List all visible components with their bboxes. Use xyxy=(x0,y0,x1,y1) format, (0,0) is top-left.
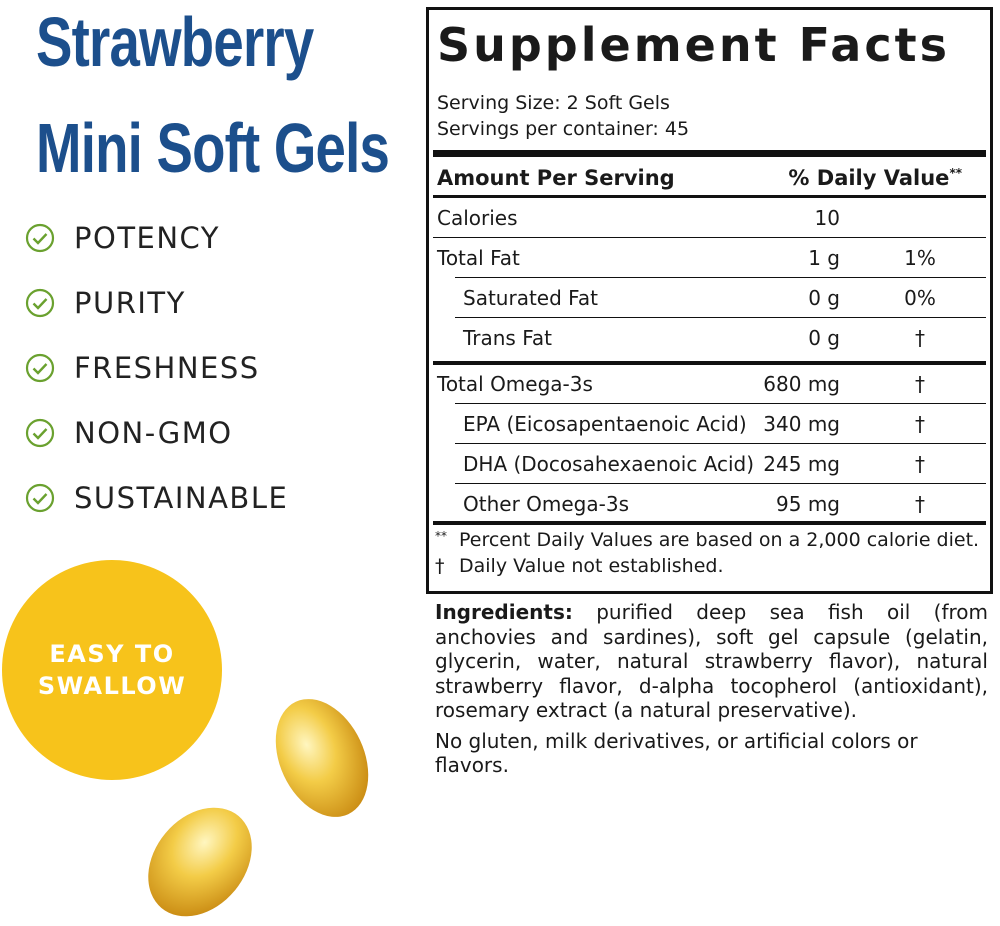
header-dv: % Daily Value** xyxy=(788,166,962,190)
badge-text: EASY TO xyxy=(49,640,175,668)
nutrient: DHA (Docosahexaenoic Acid) xyxy=(463,452,755,476)
check-icon xyxy=(25,288,55,318)
facts-row: Total Fat 1 g 1% xyxy=(433,237,986,277)
nutrient: Trans Fat xyxy=(463,326,552,350)
badge: EASY TO SWALLOW xyxy=(2,560,222,780)
facts-title: Supplement Facts xyxy=(437,18,950,72)
amount: 0 g xyxy=(808,286,840,310)
daily-value: † xyxy=(915,372,925,396)
amount: 95 mg xyxy=(776,492,840,516)
facts-row: Calories 10 xyxy=(433,197,986,237)
nutrient: EPA (Eicosapentaenoic Acid) xyxy=(463,412,747,436)
amount: 680 mg xyxy=(763,372,840,396)
rule xyxy=(433,237,986,238)
check-icon xyxy=(25,223,55,253)
footnote-mark: ** xyxy=(435,529,447,543)
rule xyxy=(433,195,986,198)
facts-row: Other Omega-3s 95 mg † xyxy=(433,483,986,523)
nutrient: Total Omega-3s xyxy=(437,372,593,396)
header-amount: Amount Per Serving xyxy=(437,166,675,190)
feature-text: PURITY xyxy=(74,286,186,320)
facts-row: Total Omega-3s 680 mg † xyxy=(433,363,986,403)
badge-text: SWALLOW xyxy=(37,672,187,700)
daily-value: † xyxy=(915,326,925,350)
footnote-mark: † xyxy=(435,555,445,577)
nutrient: Total Fat xyxy=(437,246,520,270)
ingredients-text: Ingredients: purified deep sea fish oil … xyxy=(435,600,988,723)
feature-text: POTENCY xyxy=(74,221,220,255)
rule xyxy=(433,521,986,525)
ingredients-body: purified deep sea fish oil (from anchovi… xyxy=(435,600,989,722)
serving-size: Serving Size: 2 Soft Gels xyxy=(437,92,670,114)
servings-per-container: Servings per container: 45 xyxy=(437,118,690,140)
check-icon xyxy=(25,353,55,383)
feature-text: FRESHNESS xyxy=(74,351,260,385)
facts-row: DHA (Docosahexaenoic Acid) 245 mg † xyxy=(433,443,986,483)
supplement-facts: Supplement Facts Serving Size: 2 Soft Ge… xyxy=(426,7,993,594)
header-dv-mark: ** xyxy=(949,166,962,180)
ingredients: Ingredients: purified deep sea fish oil … xyxy=(435,600,988,778)
daily-value: † xyxy=(915,412,925,436)
feature: NON-GMO xyxy=(24,413,233,453)
amount: 1 g xyxy=(808,246,840,270)
daily-value: † xyxy=(915,452,925,476)
daily-value: † xyxy=(915,492,925,516)
header-row: Amount Per Serving % Daily Value** xyxy=(433,157,986,197)
footnote-text: Daily Value not established. xyxy=(459,555,724,577)
feature-text: NON-GMO xyxy=(74,416,233,450)
facts-row: EPA (Eicosapentaenoic Acid) 340 mg † xyxy=(433,403,986,443)
amount: 0 g xyxy=(808,326,840,350)
facts-row: Saturated Fat 0 g 0% xyxy=(433,277,986,317)
daily-value: 0% xyxy=(904,286,936,310)
rule xyxy=(455,443,986,444)
check-icon xyxy=(25,483,55,513)
feature: PURITY xyxy=(24,283,186,323)
feature: POTENCY xyxy=(24,218,220,258)
amount: 245 mg xyxy=(763,452,840,476)
facts-row: Trans Fat 0 g † xyxy=(433,317,986,357)
soft-gel xyxy=(148,807,252,917)
footnote: † Daily Value not established. xyxy=(435,555,724,577)
ingredients-note: No gluten, milk derivatives, or artifici… xyxy=(435,728,918,778)
rule xyxy=(455,277,986,278)
feature: SUSTAINABLE xyxy=(24,478,288,518)
daily-value: 1% xyxy=(904,246,936,270)
header-dv-text: % Daily Value xyxy=(788,166,950,190)
nutrient: Saturated Fat xyxy=(463,286,598,310)
rule xyxy=(455,317,986,318)
nutrient: Other Omega-3s xyxy=(463,492,629,516)
rule xyxy=(455,483,986,484)
soft-gels xyxy=(148,699,369,917)
title-line: Mini Soft Gels xyxy=(36,109,390,187)
amount: 10 xyxy=(814,206,840,230)
rule xyxy=(455,403,986,404)
feature-text: SUSTAINABLE xyxy=(74,481,289,515)
nutrient: Calories xyxy=(437,206,518,230)
footnote-text: Percent Daily Values are based on a 2,00… xyxy=(459,529,980,551)
check-icon xyxy=(25,418,55,448)
rule xyxy=(433,150,986,157)
footnote: ** Percent Daily Values are based on a 2,… xyxy=(435,529,979,551)
soft-gel xyxy=(275,699,369,817)
title-line: Strawberry xyxy=(36,3,314,81)
ingredients-label: Ingredients: xyxy=(435,600,573,624)
feature: FRESHNESS xyxy=(24,348,260,388)
rule xyxy=(433,361,986,365)
amount: 340 mg xyxy=(763,412,840,436)
